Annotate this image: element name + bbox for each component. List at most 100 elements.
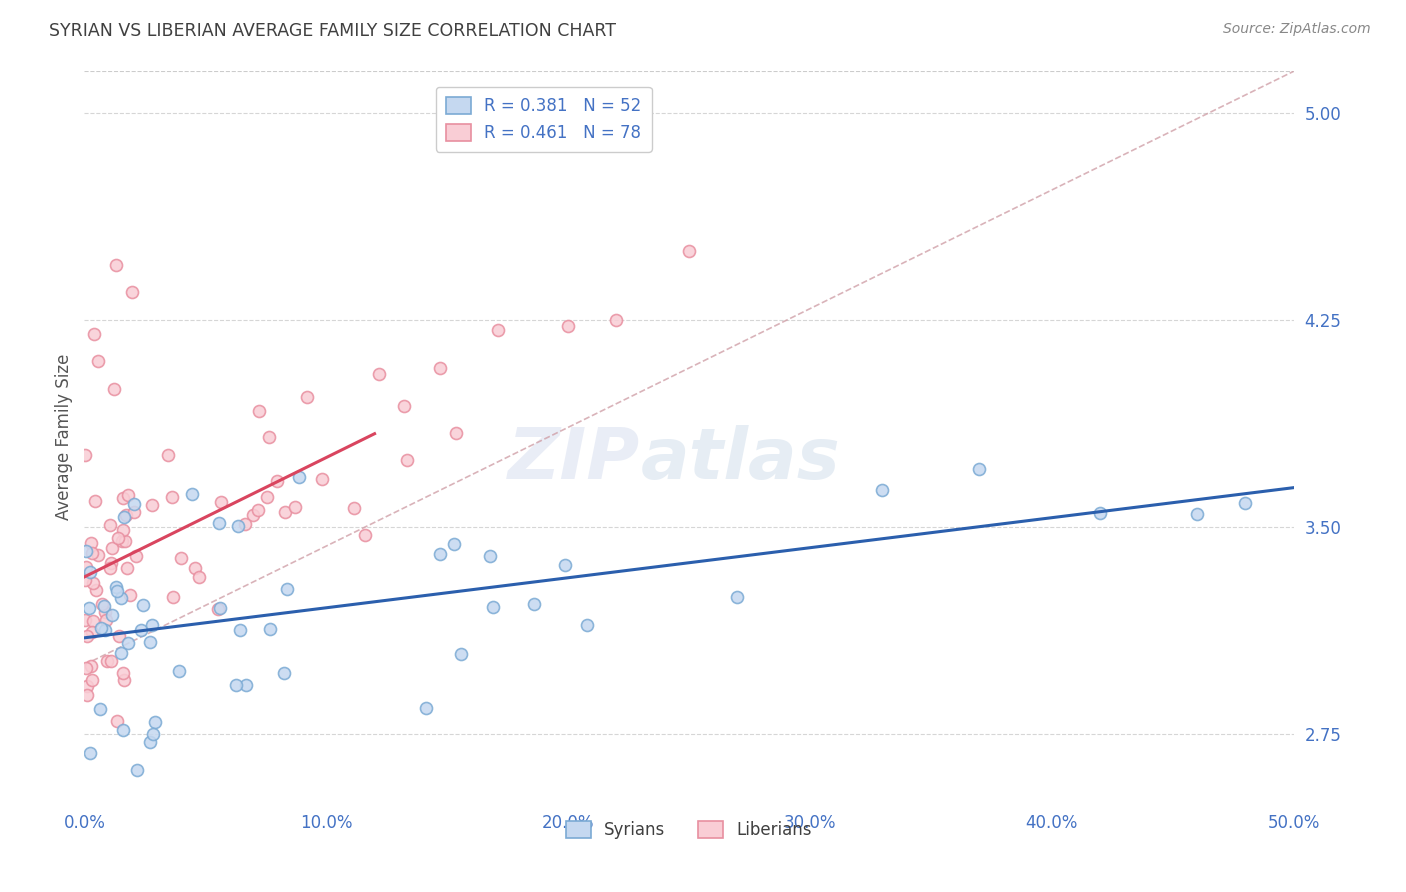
Point: [93, 599, 115, 613]
Point: [557, 318, 579, 333]
Point: [605, 313, 627, 327]
Point: [225, 678, 247, 692]
Point: [450, 647, 472, 661]
Point: [235, 678, 257, 692]
Point: [368, 368, 391, 382]
Point: [443, 537, 465, 551]
Point: [79, 536, 101, 550]
Point: [121, 285, 143, 300]
Point: [83, 326, 105, 341]
Point: [226, 518, 249, 533]
Point: [129, 624, 152, 638]
Point: [207, 602, 229, 616]
Point: [125, 549, 148, 563]
Point: [247, 503, 270, 517]
Point: [111, 491, 134, 505]
Point: [287, 470, 309, 484]
Text: SYRIAN VS LIBERIAN AVERAGE FAMILY SIZE CORRELATION CHART: SYRIAN VS LIBERIAN AVERAGE FAMILY SIZE C…: [49, 22, 616, 40]
Point: [76, 689, 98, 703]
Point: [678, 244, 700, 259]
Point: [110, 646, 132, 660]
Point: [295, 390, 318, 404]
Point: [79, 565, 101, 579]
Point: [101, 541, 124, 555]
Point: [90, 597, 112, 611]
Point: [98, 561, 121, 575]
Point: [209, 495, 232, 509]
Point: [112, 723, 135, 738]
Text: ZIP: ZIP: [509, 425, 641, 493]
Point: [75, 448, 97, 462]
Point: [107, 531, 129, 545]
Point: [77, 600, 100, 615]
Point: [554, 558, 576, 573]
Point: [84, 494, 107, 508]
Point: [141, 617, 163, 632]
Point: [354, 528, 377, 542]
Point: [429, 361, 451, 376]
Point: [725, 590, 748, 604]
Point: [86, 548, 108, 562]
Point: [415, 701, 437, 715]
Point: [82, 615, 104, 629]
Point: [93, 605, 115, 619]
Text: atlas: atlas: [641, 425, 841, 493]
Point: [125, 763, 148, 777]
Point: [112, 510, 135, 524]
Point: [84, 582, 107, 597]
Point: [79, 746, 101, 760]
Point: [576, 617, 599, 632]
Point: [1234, 496, 1257, 510]
Point: [256, 490, 278, 504]
Point: [229, 623, 252, 637]
Point: [481, 600, 503, 615]
Point: [257, 430, 280, 444]
Point: [523, 597, 546, 611]
Point: [112, 665, 135, 680]
Point: [108, 628, 131, 642]
Point: [112, 523, 135, 537]
Point: [396, 453, 419, 467]
Point: [94, 613, 117, 627]
Point: [117, 488, 139, 502]
Point: [139, 735, 162, 749]
Point: [114, 534, 136, 549]
Y-axis label: Average Family Size: Average Family Size: [55, 354, 73, 520]
Point: [311, 472, 333, 486]
Point: [96, 654, 118, 668]
Point: [90, 621, 112, 635]
Point: [392, 400, 415, 414]
Point: [162, 590, 184, 604]
Point: [131, 598, 153, 612]
Point: [76, 679, 98, 693]
Point: [73, 613, 96, 627]
Point: [87, 354, 110, 368]
Point: [180, 486, 202, 500]
Point: [444, 426, 467, 441]
Point: [114, 508, 136, 522]
Point: [82, 625, 104, 640]
Point: [139, 635, 162, 649]
Point: [111, 534, 134, 549]
Point: [115, 561, 138, 575]
Point: [117, 636, 139, 650]
Point: [486, 323, 509, 337]
Point: [80, 546, 103, 560]
Legend: Syrians, Liberians: Syrians, Liberians: [560, 814, 818, 846]
Point: [160, 490, 183, 504]
Point: [75, 544, 97, 558]
Point: [429, 548, 451, 562]
Point: [110, 591, 132, 605]
Point: [343, 500, 366, 515]
Point: [82, 576, 104, 591]
Point: [967, 462, 990, 476]
Point: [872, 483, 894, 497]
Point: [105, 258, 128, 272]
Point: [89, 702, 111, 716]
Point: [73, 573, 96, 587]
Point: [208, 516, 231, 530]
Point: [101, 608, 124, 623]
Point: [1185, 507, 1208, 521]
Point: [247, 403, 270, 417]
Point: [479, 549, 502, 563]
